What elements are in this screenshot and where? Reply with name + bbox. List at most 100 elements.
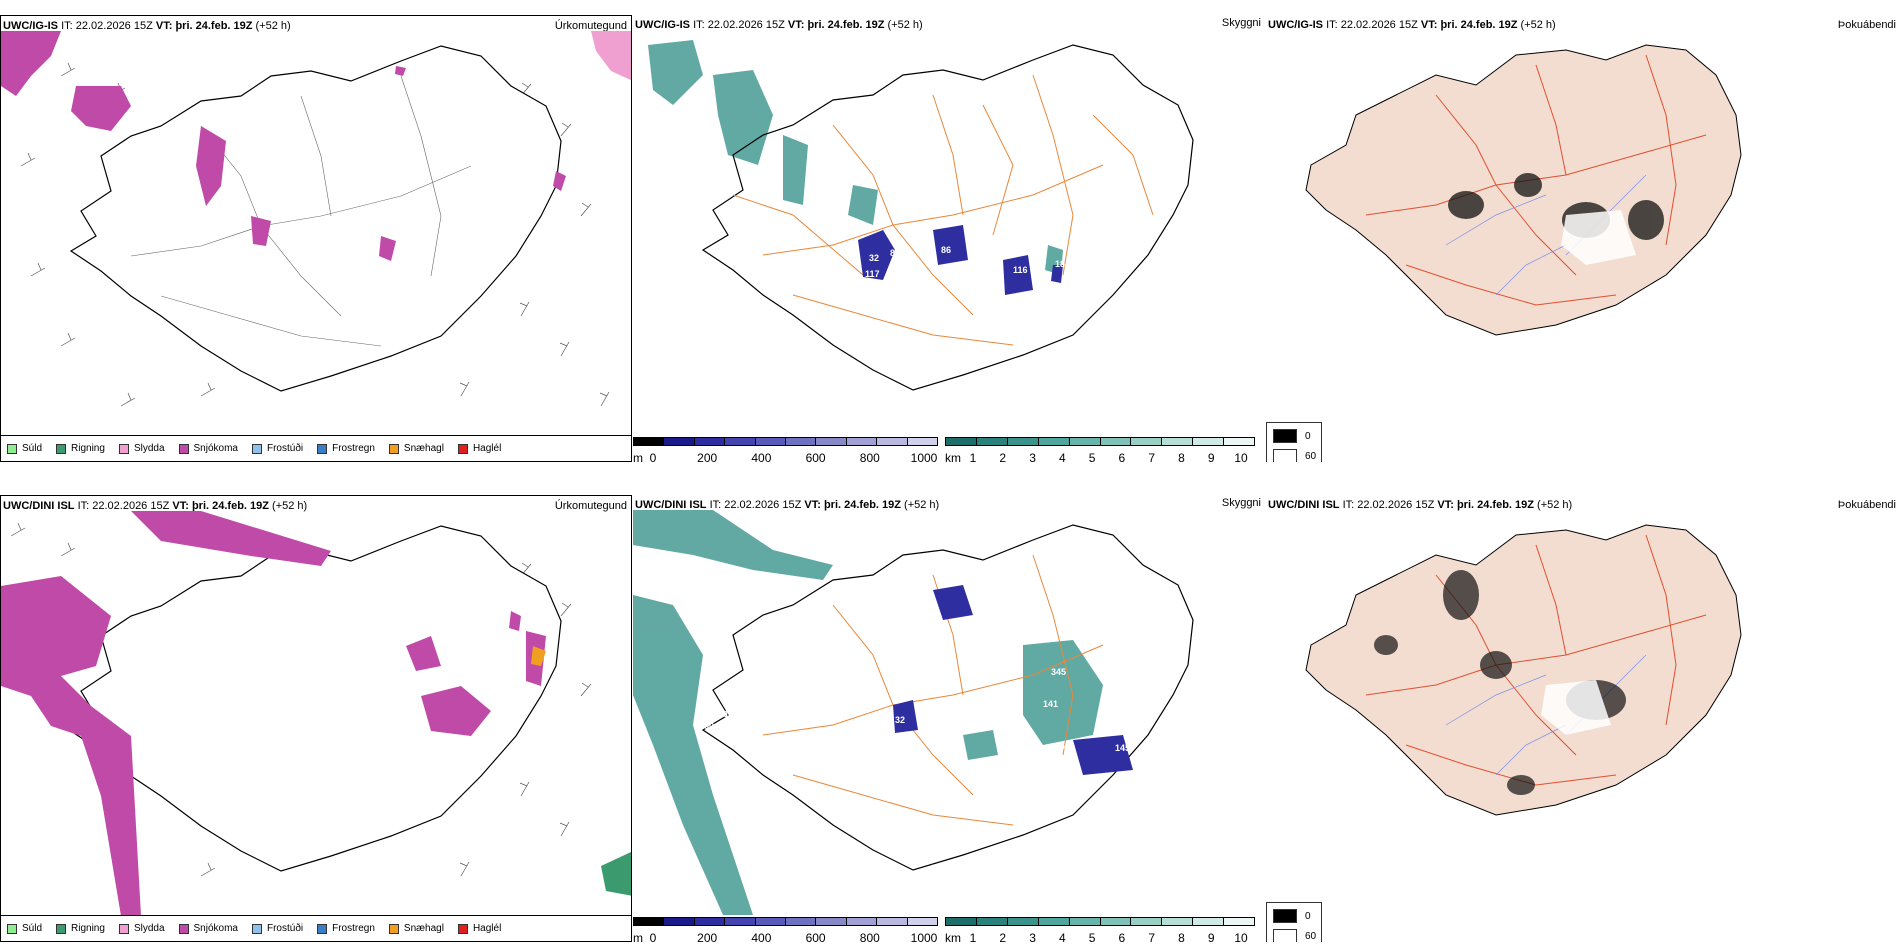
colorbar-tick: 1000 [910, 931, 938, 942]
label: 811 [719, 709, 734, 719]
colorbar-segment [976, 438, 1008, 445]
colorbar-tick: 0 [649, 931, 657, 942]
colorbar-segment [877, 918, 908, 925]
colorbar-segment [694, 918, 726, 925]
label: 160 [699, 721, 714, 731]
panel-header: UWC/DINI ISL IT: 22.02.2026 15Z VT: þri.… [1268, 499, 1573, 511]
label: 88 [890, 248, 900, 258]
colorbar-segment [786, 438, 817, 445]
label: 197 [1105, 725, 1120, 735]
glacier-areas [893, 585, 1133, 775]
colorbar-tick: 6 [1118, 931, 1126, 942]
panel-header: UWC/IG-IS IT: 22.02.2026 15Z VT: þri. 24… [635, 19, 923, 31]
precip-panel-top: UWC/IG-IS IT: 22.02.2026 15Z VT: þri. 24… [0, 15, 632, 462]
visibility-panel-top: UWC/IG-IS IT: 22.02.2026 15Z VT: þri. 24… [633, 15, 1265, 462]
legend-label: Súld [22, 443, 43, 454]
colorbar-tick: 10 [1234, 451, 1248, 462]
legend-swatch [457, 923, 468, 934]
colorbar-tick: 0 [649, 451, 657, 462]
label: 32 [869, 253, 879, 263]
colorbar-segment [946, 918, 977, 925]
panel-header: UWC/IG-IS IT: 22.02.2026 15Z VT: þri. 24… [3, 20, 291, 32]
label: 31 [931, 863, 941, 873]
legend-item: Frostregn [317, 443, 375, 454]
legend-item: Snjókoma [178, 923, 238, 934]
label: 32 [895, 715, 905, 725]
legend-swatch [118, 443, 129, 454]
low-visibility-areas [648, 40, 1063, 275]
colorbar-segment [1193, 918, 1225, 925]
legend-swatch [388, 443, 399, 454]
legend-item: Frostúði [251, 443, 304, 454]
colorbar-segment [1038, 918, 1070, 925]
colorbar-segment [725, 918, 756, 925]
precip-map [1, 31, 631, 407]
colorbar-tick: 4 [1058, 451, 1066, 462]
colorbar-segment [1100, 438, 1132, 445]
colorbar-tick: 200 [697, 931, 718, 942]
fog-map [1305, 44, 1742, 336]
legend-swatch [56, 923, 67, 934]
colorbar-tick: 400 [751, 451, 772, 462]
legend-label: Haglél [472, 923, 502, 934]
visibility-map: 345 141 149 160 197 145 160 811 32 63 31… [633, 510, 1194, 915]
colorbar-segment [1069, 438, 1101, 445]
legend-item: Frostregn [317, 923, 375, 934]
colorbar-segment [1069, 918, 1101, 925]
legend-swatch [178, 443, 189, 454]
colorbar-segment [1100, 918, 1132, 925]
colorbar-tick: 1000 [910, 451, 938, 462]
label: 86 [941, 245, 951, 255]
colorbar-segment [816, 438, 847, 445]
snow-pellet-area [531, 646, 546, 666]
colorbar-tick: 200 [697, 451, 718, 462]
legend-item: Slydda [118, 443, 165, 454]
colorbar-tick: 5 [1088, 451, 1096, 462]
legend-label: Rigning [71, 923, 105, 934]
legend-item: Haglél [457, 443, 501, 454]
visibility-panel-bottom: UWC/DINI ISL IT: 22.02.2026 15Z VT: þri.… [633, 495, 1265, 942]
colorbar-segment [664, 918, 695, 925]
fog-key: 0 60 [1266, 902, 1322, 942]
legend-swatch [7, 443, 17, 454]
label: 20 [1143, 605, 1153, 615]
legend-label: Slydda [133, 923, 165, 934]
precip-panel-bottom: UWC/DINI ISL IT: 22.02.2026 15Z VT: þri.… [0, 495, 632, 942]
label: 345 [1051, 667, 1066, 677]
low-visibility-areas [633, 510, 1103, 915]
colorbar-segment [1131, 438, 1163, 445]
legend-item: Súld [7, 443, 42, 454]
visibility-colorbar: km 1 2 3 4 5 6 7 8 9 10 [945, 917, 1255, 942]
panel-title: Úrkomutegund [554, 20, 627, 32]
colorbar-segment [786, 918, 817, 925]
rain-area [601, 851, 631, 896]
legend-label: Slydda [133, 443, 165, 454]
legend-label: Snæhagl [403, 923, 444, 934]
legend-label: Frostregn [332, 923, 375, 934]
colorbar-segment [1007, 918, 1039, 925]
legend-item: Frostúði [251, 923, 303, 934]
panel-title: Skyggni [1221, 17, 1261, 29]
label: 59 [781, 87, 791, 97]
colorbar-segment [1193, 438, 1225, 445]
panel-title: Þokuábendi [1837, 499, 1896, 511]
colorbar-tick: 6 [1118, 451, 1126, 462]
fog-panel-top: UWC/IG-IS IT: 22.02.2026 15Z VT: þri. 24… [1266, 15, 1900, 462]
legend-label: Rigning [71, 443, 105, 454]
colorbar-segment [634, 438, 665, 445]
colorbar-segment [664, 438, 695, 445]
legend-label: Frostregn [332, 443, 375, 454]
legend-item: Snæhagl [388, 923, 444, 934]
iceland-land [1305, 524, 1742, 816]
colorbar-tick: 600 [805, 451, 826, 462]
colorbar-tick: 1 [969, 931, 977, 942]
colorbar-segment [694, 438, 726, 445]
legend-label: Frostúði [266, 443, 304, 454]
precip-legend: Súld Rigning Slydda Snjókoma Frostúði Frostre… [1, 915, 631, 941]
label: 18 [1055, 259, 1065, 269]
legend-swatch [178, 923, 189, 934]
height-colorbar: m 0 200 400 600 800 1000 [633, 917, 938, 942]
colorbar-tick: 5 [1088, 931, 1096, 942]
snow-areas [1, 31, 566, 261]
label: 116 [1013, 265, 1028, 275]
